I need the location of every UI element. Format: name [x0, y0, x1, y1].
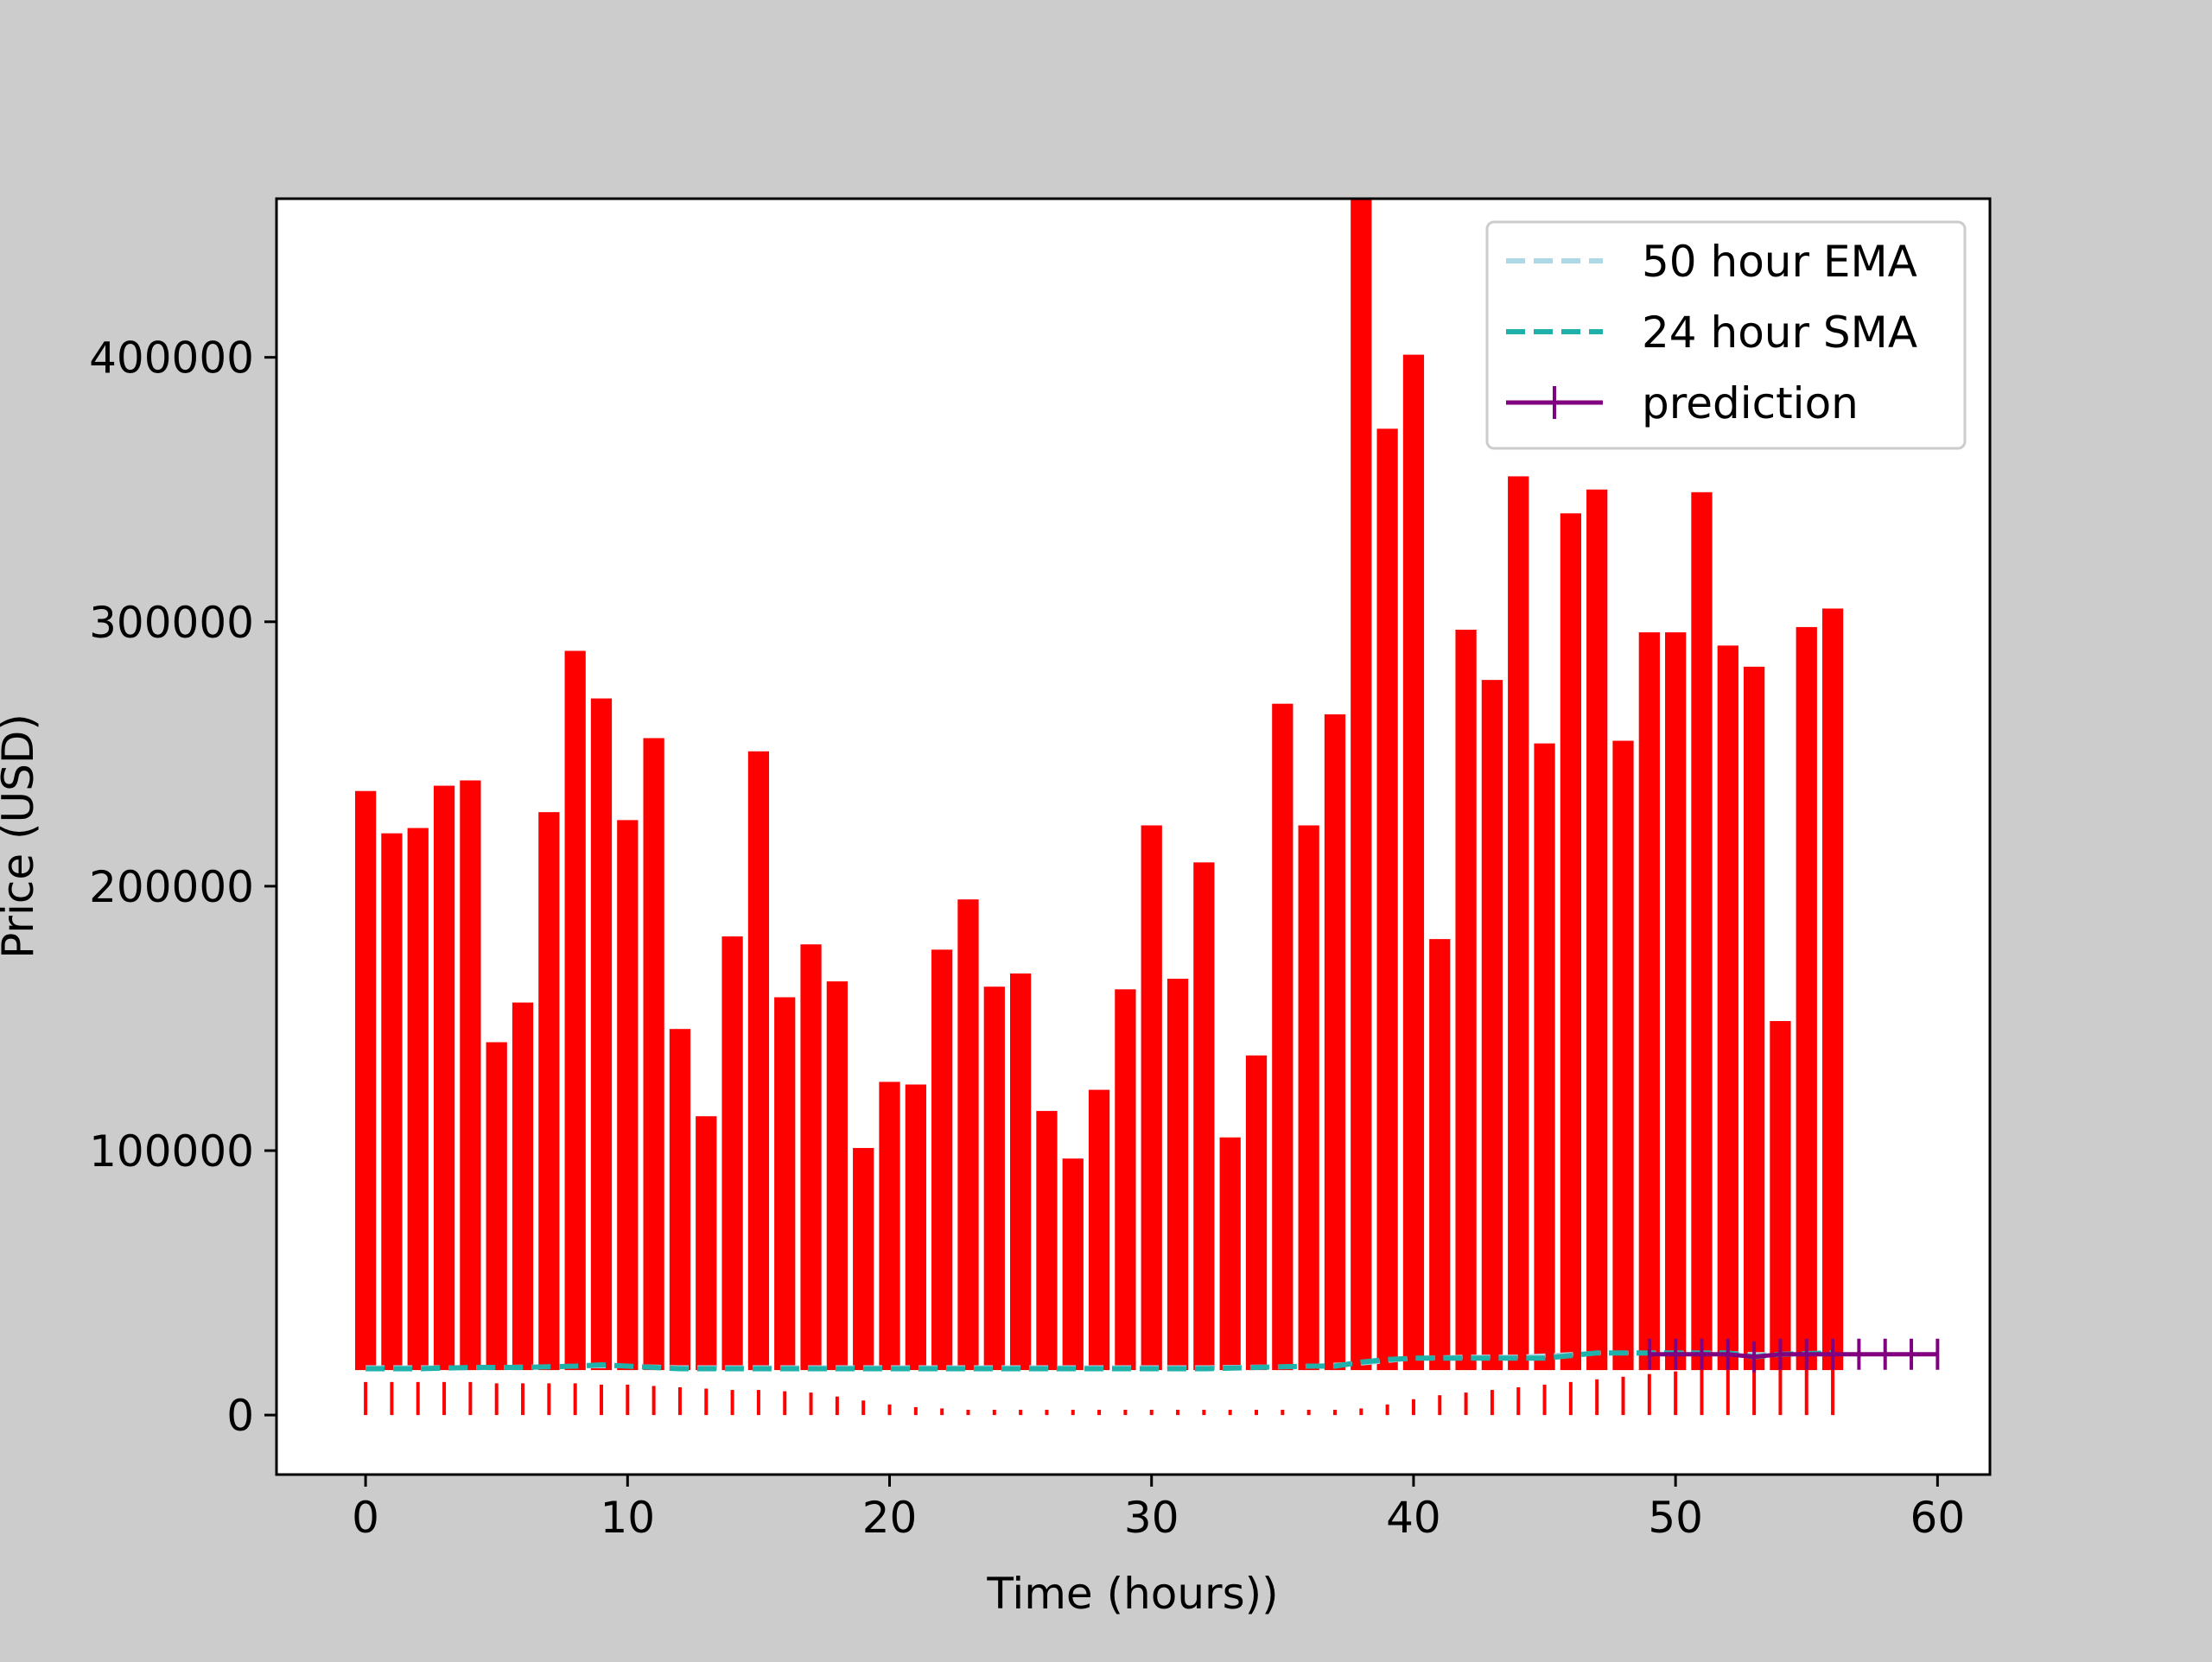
price-bar — [1821, 608, 1844, 1371]
price-bar — [800, 944, 822, 1371]
price-bar — [1638, 632, 1660, 1371]
price-bar — [983, 986, 1005, 1371]
price-bar — [1402, 354, 1425, 1371]
price-bar — [1193, 862, 1215, 1371]
price-bar — [1796, 626, 1817, 1371]
y-tick-label: 100000 — [89, 1126, 254, 1177]
price-bar — [853, 1147, 874, 1371]
price-bar — [669, 1029, 691, 1371]
price-bar — [1743, 666, 1765, 1371]
price-bar — [1245, 1055, 1268, 1371]
price-bar — [1115, 989, 1136, 1371]
price-bar — [1166, 979, 1189, 1371]
price-bar — [826, 981, 848, 1371]
y-tick-label: 400000 — [89, 333, 254, 384]
x-axis-label: Time (hours)) — [986, 1569, 1278, 1619]
price-bar — [879, 1082, 900, 1371]
price-bar — [354, 790, 377, 1371]
price-bar — [590, 698, 613, 1371]
price-bar — [1351, 199, 1372, 1371]
legend: 50 hour EMA 24 hour SMA prediction — [1485, 220, 1967, 450]
price-bar — [643, 738, 664, 1371]
sma-line — [365, 1350, 1834, 1372]
price-bar — [1376, 428, 1398, 1371]
price-bar — [721, 936, 743, 1371]
x-tick-label: 10 — [600, 1493, 655, 1543]
x-tick-label: 40 — [1386, 1493, 1441, 1543]
price-bar — [538, 812, 560, 1371]
price-bar — [1770, 1021, 1791, 1371]
price-bar — [1560, 513, 1581, 1371]
y-axis-label: Price (USD) — [0, 714, 43, 959]
price-bar — [460, 780, 481, 1371]
legend-sma-label: 24 hour SMA — [1642, 308, 1917, 358]
price-bar — [747, 751, 770, 1371]
x-tick-label: 50 — [1648, 1493, 1703, 1543]
price-bar — [1009, 973, 1032, 1371]
price-bar — [1272, 703, 1294, 1371]
price-bar — [957, 899, 979, 1371]
legend-ema-label: 50 hour EMA — [1642, 237, 1917, 287]
price-bar — [512, 1002, 534, 1371]
price-bar — [905, 1084, 926, 1371]
price-bar — [1455, 629, 1477, 1371]
price-bar — [1324, 714, 1346, 1371]
price-bar — [564, 650, 586, 1371]
price-bar — [1717, 645, 1738, 1371]
price-bar — [931, 949, 953, 1371]
prediction-line — [1649, 1352, 1938, 1360]
axis-ticks: 0 10 20 30 40 50 60 0 100000 200000 300000 400000 — [89, 333, 1965, 1543]
price-bar — [1088, 1089, 1110, 1371]
price-bar — [1586, 489, 1608, 1371]
price-bar — [1036, 1111, 1058, 1371]
price-bar — [1612, 740, 1634, 1371]
price-bar — [1534, 743, 1555, 1371]
price-bar — [433, 785, 455, 1371]
plot-area-frame — [275, 197, 1992, 1476]
price-bar — [1508, 476, 1529, 1371]
price-bar — [1141, 825, 1162, 1371]
legend-prediction-label: prediction — [1642, 378, 1859, 428]
x-tick-label: 20 — [862, 1493, 918, 1543]
y-tick-label: 300000 — [89, 598, 254, 648]
price-bar — [617, 820, 639, 1371]
y-tick-label: 0 — [226, 1391, 254, 1441]
price-bar — [1298, 825, 1319, 1371]
price-bar — [407, 828, 429, 1371]
price-bar — [1219, 1137, 1241, 1371]
chart-marks — [354, 199, 1940, 1416]
price-bar — [1481, 680, 1503, 1371]
price-bar — [774, 997, 796, 1371]
x-tick-label: 0 — [352, 1493, 379, 1543]
price-bar — [1665, 632, 1687, 1371]
price-bar — [1062, 1158, 1084, 1371]
price-bar — [1691, 492, 1713, 1371]
price-bar — [1429, 939, 1451, 1371]
price-bar — [486, 1042, 507, 1371]
legend-box — [1485, 220, 1967, 450]
y-tick-label: 200000 — [89, 862, 254, 912]
x-tick-label: 60 — [1910, 1493, 1966, 1543]
x-tick-label: 30 — [1124, 1493, 1179, 1543]
price-bar — [381, 833, 403, 1371]
price-bar — [696, 1116, 717, 1371]
